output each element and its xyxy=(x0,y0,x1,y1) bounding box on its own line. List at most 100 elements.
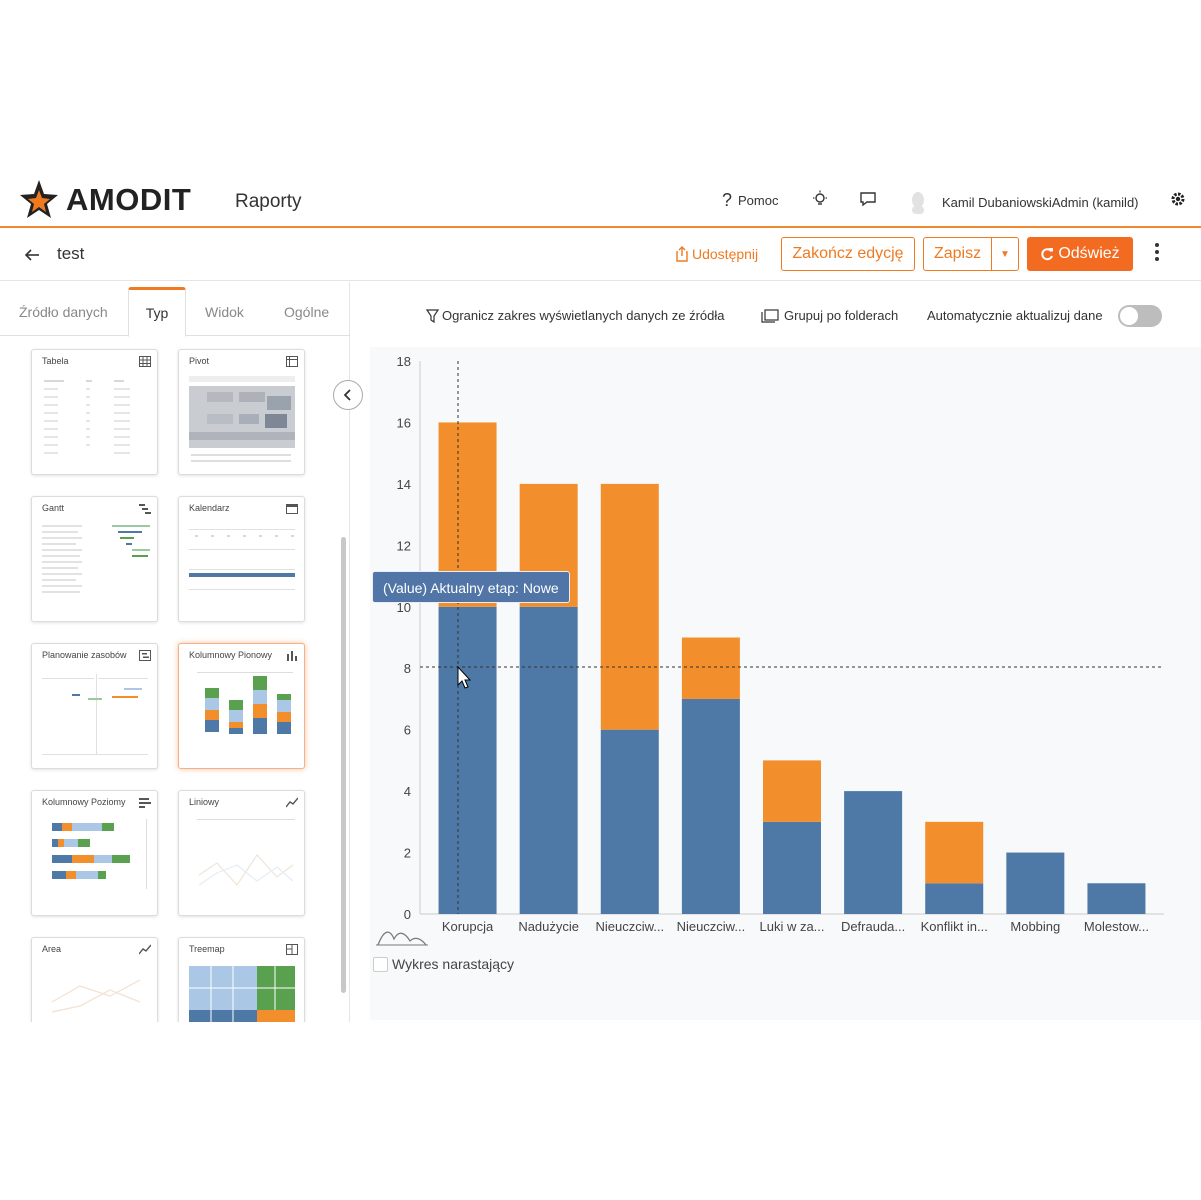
back-arrow-icon[interactable] xyxy=(24,248,40,267)
chart-type-card-area[interactable]: Area xyxy=(31,937,158,1022)
settings-panel: Źródło danych Typ Widok Ogólne Tabela Pi… xyxy=(0,282,350,1022)
x-tick-label: Nieuczciw... xyxy=(595,919,664,934)
save-button-group: Zapisz ▼ xyxy=(923,237,1019,271)
bar-segment xyxy=(1006,852,1065,914)
treemap-preview xyxy=(189,966,295,1022)
save-dropdown-caret-icon[interactable]: ▼ xyxy=(1000,248,1010,260)
group-folders-option[interactable]: Grupuj po folderach xyxy=(761,308,898,323)
chart-type-card-pivot[interactable]: Pivot xyxy=(178,349,305,475)
chart-type-card-vertical-bar[interactable]: Kolumnowy Pionowy xyxy=(178,643,305,769)
bar-chart[interactable]: 0 2 4 6 8 10 12 14 16 18 Korupcja Nadużycie Nieuczci… xyxy=(370,347,1201,947)
folders-icon xyxy=(761,308,779,323)
x-tick-label: Luki w za... xyxy=(759,919,824,934)
x-tick-label: Molestow... xyxy=(1084,919,1149,934)
card-title: Kolumnowy Pionowy xyxy=(189,650,273,660)
panel-scrollbar[interactable] xyxy=(341,537,346,993)
share-button[interactable]: Udostępnij xyxy=(675,246,758,262)
cumulative-checkbox[interactable] xyxy=(373,956,388,972)
card-title: Liniowy xyxy=(189,797,220,807)
chart-type-card-line[interactable]: Liniowy xyxy=(178,790,305,916)
bar-segment xyxy=(600,729,659,914)
gantt-icon xyxy=(139,504,151,514)
chart-type-card-gantt[interactable]: Gantt xyxy=(31,496,158,622)
bar-segment xyxy=(681,637,740,699)
chat-icon[interactable] xyxy=(859,191,877,207)
chart-type-card-table[interactable]: Tabela xyxy=(31,349,158,475)
x-tick-label: Konflikt in... xyxy=(921,919,988,934)
save-button[interactable]: Zapisz xyxy=(924,238,992,270)
filter-icon xyxy=(426,308,439,323)
chart-tooltip: (Value) Aktualny etap: Nowe xyxy=(372,571,570,603)
report-options: Ogranicz zakres wyświetlanych danych ze … xyxy=(426,305,1186,330)
collapse-panel-button[interactable] xyxy=(333,380,363,410)
chart-type-gallery: Tabela Pivot xyxy=(0,337,345,1022)
tab-view[interactable]: Widok xyxy=(205,304,244,320)
more-options-icon[interactable] xyxy=(1153,243,1161,264)
limit-range-label: Ogranicz zakres wyświetlanych danych ze … xyxy=(442,308,725,323)
refresh-button[interactable]: Odśwież xyxy=(1027,237,1133,271)
user-menu[interactable]: Kamil DubaniowskiAdmin (kamild) xyxy=(908,190,1139,214)
calendar-preview xyxy=(189,529,295,590)
card-title: Kalendarz xyxy=(189,503,230,513)
gantt-preview xyxy=(42,525,150,593)
amodit-logo[interactable]: AMODIT xyxy=(20,180,191,220)
settings-tabs: Źródło danych Typ Widok Ogólne xyxy=(0,282,350,337)
calendar-icon xyxy=(286,504,298,514)
gear-icon[interactable] xyxy=(1170,191,1186,207)
chart-type-card-calendar[interactable]: Kalendarz xyxy=(178,496,305,622)
avatar xyxy=(912,192,924,214)
refresh-label: Odśwież xyxy=(1058,245,1120,262)
x-tick-label: Korupcja xyxy=(442,919,494,934)
resource-planning-icon xyxy=(139,650,151,661)
horizontal-bar-icon xyxy=(139,798,151,808)
x-tick-label: Mobbing xyxy=(1010,919,1060,934)
card-title: Pivot xyxy=(189,356,210,366)
y-tick-label: 4 xyxy=(404,784,411,799)
tab-data-source[interactable]: Źródło danych xyxy=(19,304,108,320)
card-title: Kolumnowy Poziomy xyxy=(42,797,126,807)
tab-general[interactable]: Ogólne xyxy=(284,304,330,320)
cumulative-label: Wykres narastający xyxy=(392,956,515,972)
bar-segment xyxy=(763,821,821,914)
help-icon: ? xyxy=(722,190,733,210)
auto-update-label: Automatycznie aktualizuj dane xyxy=(927,308,1103,323)
y-tick-label: 14 xyxy=(397,477,411,492)
y-tick-label: 0 xyxy=(404,907,411,922)
card-title: Treemap xyxy=(189,944,225,954)
chart-type-card-horizontal-bar[interactable]: Kolumnowy Poziomy xyxy=(31,790,158,916)
help-button[interactable]: ? Pomoc xyxy=(722,190,778,211)
bar-segment xyxy=(844,791,903,914)
table-icon xyxy=(139,356,151,367)
user-name: Kamil DubaniowskiAdmin (kamild) xyxy=(942,194,1139,210)
top-header: AMODIT Raporty ? Pomoc Kamil Dubaniowski… xyxy=(0,170,1201,228)
line-chart-preview xyxy=(197,819,295,886)
chart-type-card-treemap[interactable]: Treemap xyxy=(178,937,305,1022)
y-tick-label: 16 xyxy=(397,415,411,430)
area-chart-icon xyxy=(139,944,151,955)
app-name: Raporty xyxy=(235,191,302,212)
lightbulb-icon[interactable] xyxy=(811,190,829,208)
treemap-icon xyxy=(286,944,298,955)
finish-edit-button[interactable]: Zakończ edycję xyxy=(781,237,915,271)
tab-type[interactable]: Typ xyxy=(128,287,186,337)
report-name: test xyxy=(57,244,85,263)
auto-update-toggle[interactable] xyxy=(1118,305,1162,327)
x-tick-label: Nieuczciw... xyxy=(677,919,746,934)
share-label: Udostępnij xyxy=(692,246,759,262)
chart-navigator-icon xyxy=(377,931,427,946)
cumulative-option[interactable]: Wykres narastający xyxy=(373,956,514,972)
horizontal-bar-preview xyxy=(52,819,147,889)
limit-range-option[interactable]: Ogranicz zakres wyświetlanych danych ze … xyxy=(426,308,725,323)
report-toolbar: test Udostępnij Zakończ edycję Zapisz ▼ … xyxy=(0,228,1201,281)
y-tick-label: 10 xyxy=(397,600,411,615)
card-title: Tabela xyxy=(42,356,69,366)
area-chart-preview xyxy=(51,979,141,1013)
help-label: Pomoc xyxy=(738,193,779,208)
chart-area: 0 2 4 6 8 10 12 14 16 18 Korupcja Nadużycie Nieuczci… xyxy=(370,347,1201,1020)
chevron-left-icon xyxy=(343,389,351,401)
bar-segment xyxy=(925,821,984,884)
table-preview xyxy=(44,380,130,454)
card-title: Gantt xyxy=(42,503,65,513)
bar-segment xyxy=(1087,883,1146,914)
chart-type-card-resource-planning[interactable]: Planowanie zasobów xyxy=(31,643,158,769)
